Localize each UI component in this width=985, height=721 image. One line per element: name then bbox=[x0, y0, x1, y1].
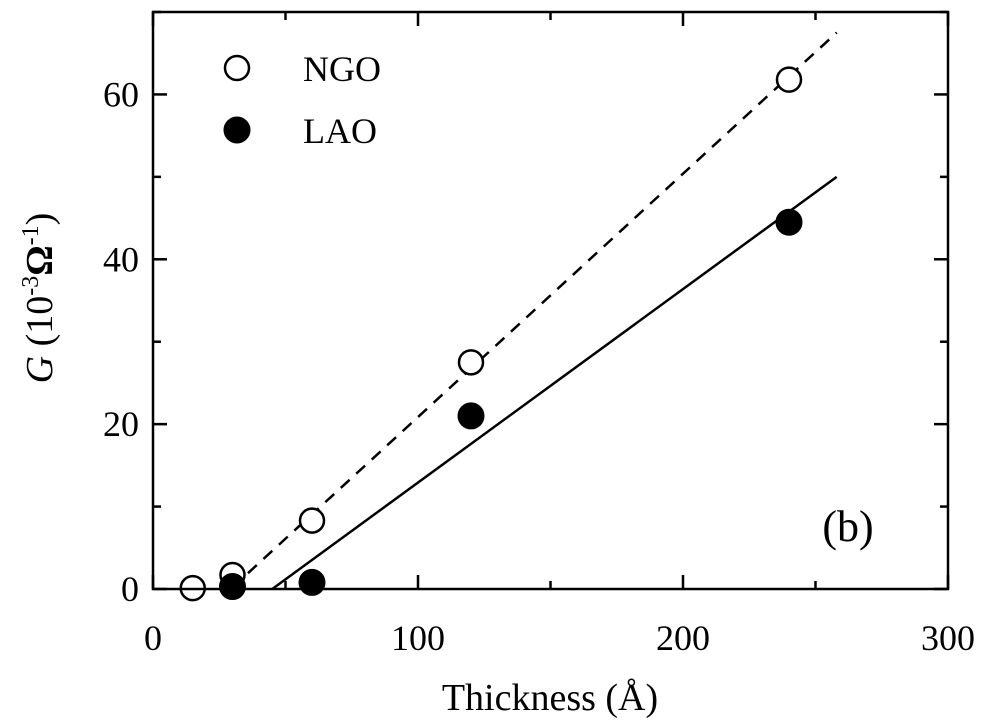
x-tick-label: 300 bbox=[921, 618, 975, 658]
y-tick-label: 40 bbox=[103, 239, 139, 279]
legend-marker-lao bbox=[223, 116, 251, 144]
legend-marker-ngo bbox=[223, 54, 251, 82]
fit-lines bbox=[231, 31, 838, 591]
y-tick-label: 0 bbox=[121, 569, 139, 609]
y-axis-label: G (10-3Ω-1) bbox=[18, 213, 61, 384]
legend: NGO LAO bbox=[223, 49, 381, 151]
point-lao bbox=[775, 208, 803, 236]
data-points bbox=[179, 66, 803, 602]
x-tick-label: 100 bbox=[391, 618, 445, 658]
legend-label-ngo: NGO bbox=[303, 49, 381, 89]
point-ngo bbox=[457, 349, 485, 376]
y-tick-label: 20 bbox=[103, 404, 139, 444]
x-axis-label: Thickness (Å) bbox=[442, 677, 658, 719]
x-tick-label: 200 bbox=[656, 618, 710, 658]
y-tick-label: 60 bbox=[103, 74, 139, 114]
legend-label-lao: LAO bbox=[303, 111, 377, 151]
point-lao bbox=[219, 573, 246, 601]
fit-line-ngo bbox=[231, 31, 838, 589]
x-tick-label: 0 bbox=[144, 618, 162, 658]
panel-label: (b) bbox=[822, 502, 873, 551]
point-lao bbox=[457, 402, 485, 430]
point-ngo bbox=[298, 507, 326, 534]
x-axis-ticks: 0 100 200 300 bbox=[144, 12, 975, 658]
point-lao bbox=[298, 568, 326, 596]
point-ngo bbox=[775, 66, 803, 93]
fit-line-lao bbox=[271, 175, 838, 591]
y-axis-ticks: 0 20 40 60 bbox=[103, 10, 948, 609]
